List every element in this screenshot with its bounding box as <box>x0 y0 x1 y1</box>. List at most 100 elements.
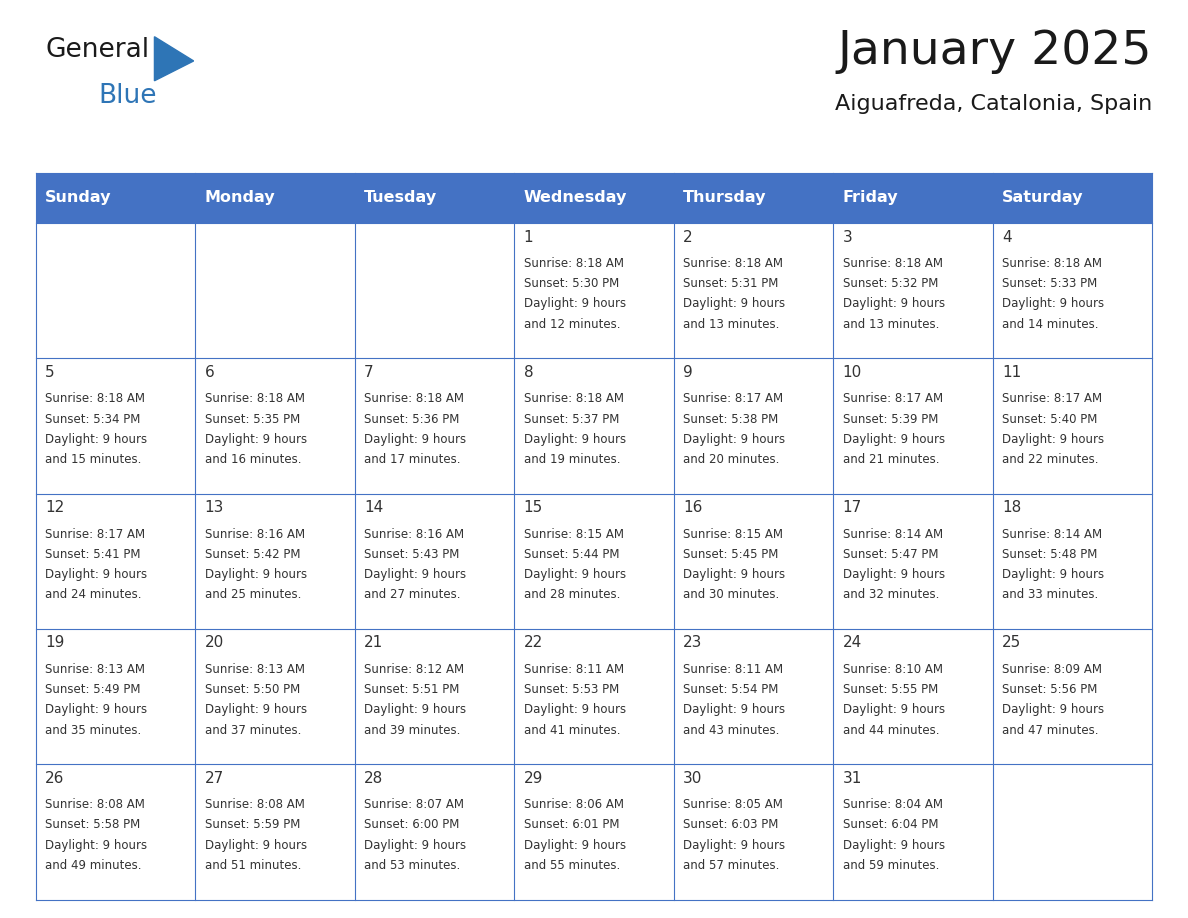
Text: 15: 15 <box>524 500 543 515</box>
Text: Daylight: 9 hours: Daylight: 9 hours <box>842 568 944 581</box>
Bar <box>36 629 1152 765</box>
Text: Daylight: 9 hours: Daylight: 9 hours <box>204 839 307 852</box>
Text: Sunset: 5:37 PM: Sunset: 5:37 PM <box>524 412 619 426</box>
Text: Sunrise: 8:15 AM: Sunrise: 8:15 AM <box>683 528 783 541</box>
Text: and 47 minutes.: and 47 minutes. <box>1003 723 1099 736</box>
Text: 30: 30 <box>683 771 702 786</box>
Text: Sunset: 5:42 PM: Sunset: 5:42 PM <box>204 548 301 561</box>
Text: Sunrise: 8:16 AM: Sunrise: 8:16 AM <box>204 528 305 541</box>
Text: Daylight: 9 hours: Daylight: 9 hours <box>683 432 785 446</box>
Text: and 30 minutes.: and 30 minutes. <box>683 588 779 601</box>
Text: Sunset: 5:49 PM: Sunset: 5:49 PM <box>45 683 140 696</box>
Text: Daylight: 9 hours: Daylight: 9 hours <box>842 297 944 310</box>
Text: Daylight: 9 hours: Daylight: 9 hours <box>1003 432 1105 446</box>
Text: 29: 29 <box>524 771 543 786</box>
Text: and 20 minutes.: and 20 minutes. <box>683 453 779 466</box>
Text: Sunrise: 8:16 AM: Sunrise: 8:16 AM <box>365 528 465 541</box>
Text: Sunrise: 8:17 AM: Sunrise: 8:17 AM <box>45 528 145 541</box>
Text: 24: 24 <box>842 635 862 651</box>
Text: 27: 27 <box>204 771 223 786</box>
Text: Daylight: 9 hours: Daylight: 9 hours <box>1003 568 1105 581</box>
Text: Daylight: 9 hours: Daylight: 9 hours <box>204 703 307 716</box>
Text: and 12 minutes.: and 12 minutes. <box>524 318 620 330</box>
Bar <box>36 173 1152 223</box>
Text: 31: 31 <box>842 771 862 786</box>
Text: 8: 8 <box>524 364 533 380</box>
Text: Sunset: 5:32 PM: Sunset: 5:32 PM <box>842 277 939 290</box>
Text: Saturday: Saturday <box>1003 190 1083 206</box>
Text: 6: 6 <box>204 364 214 380</box>
Text: Sunset: 5:41 PM: Sunset: 5:41 PM <box>45 548 140 561</box>
Text: Sunrise: 8:17 AM: Sunrise: 8:17 AM <box>683 392 783 406</box>
Text: Sunset: 6:01 PM: Sunset: 6:01 PM <box>524 819 619 832</box>
Text: and 28 minutes.: and 28 minutes. <box>524 588 620 601</box>
Text: Sunset: 5:31 PM: Sunset: 5:31 PM <box>683 277 778 290</box>
Text: 7: 7 <box>365 364 374 380</box>
Text: 28: 28 <box>365 771 384 786</box>
Text: Sunrise: 8:17 AM: Sunrise: 8:17 AM <box>1003 392 1102 406</box>
Text: Sunrise: 8:11 AM: Sunrise: 8:11 AM <box>524 663 624 676</box>
Text: Sunset: 5:48 PM: Sunset: 5:48 PM <box>1003 548 1098 561</box>
Text: Daylight: 9 hours: Daylight: 9 hours <box>683 568 785 581</box>
Text: Sunset: 5:39 PM: Sunset: 5:39 PM <box>842 412 939 426</box>
Text: and 41 minutes.: and 41 minutes. <box>524 723 620 736</box>
Text: Daylight: 9 hours: Daylight: 9 hours <box>204 432 307 446</box>
Text: Sunset: 5:35 PM: Sunset: 5:35 PM <box>204 412 299 426</box>
Text: Daylight: 9 hours: Daylight: 9 hours <box>1003 703 1105 716</box>
Text: Sunset: 5:56 PM: Sunset: 5:56 PM <box>1003 683 1098 696</box>
Text: Sunset: 6:00 PM: Sunset: 6:00 PM <box>365 819 460 832</box>
Text: Sunrise: 8:18 AM: Sunrise: 8:18 AM <box>204 392 304 406</box>
Text: Daylight: 9 hours: Daylight: 9 hours <box>45 568 147 581</box>
Text: and 49 minutes.: and 49 minutes. <box>45 859 141 872</box>
Text: Sunset: 5:40 PM: Sunset: 5:40 PM <box>1003 412 1098 426</box>
Text: Sunset: 5:43 PM: Sunset: 5:43 PM <box>365 548 460 561</box>
Text: Daylight: 9 hours: Daylight: 9 hours <box>204 568 307 581</box>
Text: Tuesday: Tuesday <box>365 190 437 206</box>
Text: Sunrise: 8:18 AM: Sunrise: 8:18 AM <box>1003 257 1102 270</box>
Text: 2: 2 <box>683 230 693 244</box>
Text: Sunrise: 8:17 AM: Sunrise: 8:17 AM <box>842 392 943 406</box>
Text: Daylight: 9 hours: Daylight: 9 hours <box>524 568 626 581</box>
Text: January 2025: January 2025 <box>838 29 1152 74</box>
Text: 18: 18 <box>1003 500 1022 515</box>
Text: 26: 26 <box>45 771 64 786</box>
Text: Sunrise: 8:18 AM: Sunrise: 8:18 AM <box>365 392 465 406</box>
Text: Sunrise: 8:14 AM: Sunrise: 8:14 AM <box>842 528 943 541</box>
Text: 10: 10 <box>842 364 862 380</box>
Text: Sunset: 5:50 PM: Sunset: 5:50 PM <box>204 683 299 696</box>
Text: Sunrise: 8:04 AM: Sunrise: 8:04 AM <box>842 799 943 812</box>
Text: Daylight: 9 hours: Daylight: 9 hours <box>45 839 147 852</box>
Text: Sunrise: 8:15 AM: Sunrise: 8:15 AM <box>524 528 624 541</box>
Text: 4: 4 <box>1003 230 1012 244</box>
Text: and 57 minutes.: and 57 minutes. <box>683 859 779 872</box>
Text: Sunrise: 8:07 AM: Sunrise: 8:07 AM <box>365 799 465 812</box>
Bar <box>36 223 1152 358</box>
Text: and 51 minutes.: and 51 minutes. <box>204 859 301 872</box>
Text: and 15 minutes.: and 15 minutes. <box>45 453 141 466</box>
Text: Sunrise: 8:13 AM: Sunrise: 8:13 AM <box>204 663 304 676</box>
Bar <box>36 358 1152 494</box>
Text: Daylight: 9 hours: Daylight: 9 hours <box>365 839 467 852</box>
Text: Sunrise: 8:13 AM: Sunrise: 8:13 AM <box>45 663 145 676</box>
Text: and 39 minutes.: and 39 minutes. <box>365 723 461 736</box>
Text: Daylight: 9 hours: Daylight: 9 hours <box>45 703 147 716</box>
Text: Sunrise: 8:12 AM: Sunrise: 8:12 AM <box>365 663 465 676</box>
Text: Blue: Blue <box>99 83 157 108</box>
Text: 19: 19 <box>45 635 64 651</box>
Text: Sunset: 5:36 PM: Sunset: 5:36 PM <box>365 412 460 426</box>
Text: Sunset: 5:54 PM: Sunset: 5:54 PM <box>683 683 778 696</box>
Text: Daylight: 9 hours: Daylight: 9 hours <box>365 703 467 716</box>
Text: Daylight: 9 hours: Daylight: 9 hours <box>842 432 944 446</box>
Text: Sunday: Sunday <box>45 190 112 206</box>
Text: Daylight: 9 hours: Daylight: 9 hours <box>524 297 626 310</box>
Text: Monday: Monday <box>204 190 276 206</box>
Text: 17: 17 <box>842 500 862 515</box>
Text: and 33 minutes.: and 33 minutes. <box>1003 588 1099 601</box>
Text: Sunrise: 8:05 AM: Sunrise: 8:05 AM <box>683 799 783 812</box>
Text: Sunset: 5:59 PM: Sunset: 5:59 PM <box>204 819 301 832</box>
Text: Daylight: 9 hours: Daylight: 9 hours <box>1003 297 1105 310</box>
Text: Friday: Friday <box>842 190 898 206</box>
Text: Sunset: 5:55 PM: Sunset: 5:55 PM <box>842 683 939 696</box>
Text: 25: 25 <box>1003 635 1022 651</box>
Text: Thursday: Thursday <box>683 190 766 206</box>
